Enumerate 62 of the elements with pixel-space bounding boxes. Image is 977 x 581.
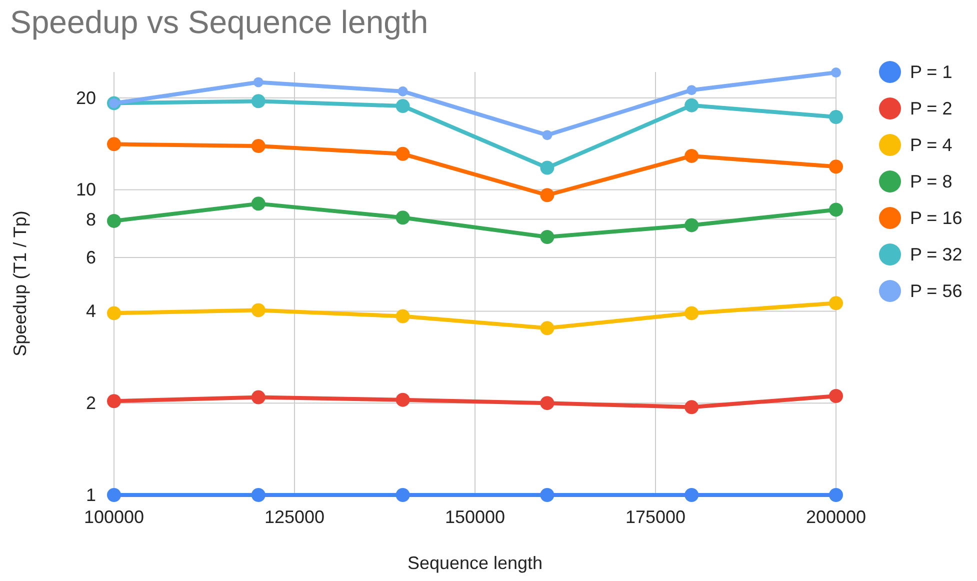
legend-label: P = 16	[910, 208, 962, 228]
point	[540, 188, 554, 202]
y-tick-label: 6	[86, 247, 96, 268]
point	[829, 488, 843, 502]
point	[396, 99, 410, 114]
x-tick-label: 100000	[84, 507, 144, 527]
legend-label: P = 2	[910, 98, 952, 118]
point	[396, 392, 410, 407]
point	[540, 321, 554, 336]
point	[684, 306, 699, 320]
point	[251, 390, 266, 404]
point	[686, 85, 697, 96]
point	[107, 394, 121, 408]
point	[831, 68, 841, 78]
point	[396, 309, 410, 324]
point	[829, 110, 843, 124]
point	[540, 230, 554, 244]
x-tick-label: 175000	[625, 507, 686, 527]
point	[251, 94, 266, 108]
chart-title: Speedup vs Sequence length	[10, 4, 428, 40]
point	[253, 77, 264, 88]
y-tick-label: 1	[86, 485, 96, 505]
y-tick-label: 10	[76, 180, 96, 200]
point	[540, 488, 554, 502]
point	[684, 98, 699, 112]
point	[684, 400, 699, 414]
x-tick-label: 150000	[444, 507, 506, 527]
legend-label: P = 4	[910, 135, 952, 155]
y-tick-label: 8	[86, 209, 96, 230]
point	[398, 86, 408, 96]
y-tick-label: 20	[76, 88, 96, 108]
legend-label: P = 32	[910, 244, 962, 264]
point	[684, 218, 699, 232]
x-axis-title: Sequence length	[407, 553, 543, 573]
point	[107, 306, 121, 320]
point	[540, 396, 554, 410]
point	[251, 303, 266, 318]
point	[540, 160, 554, 175]
y-axis-title: Speedup (T1 / Tp)	[10, 210, 30, 356]
point	[251, 139, 266, 154]
point	[829, 389, 843, 404]
point	[829, 296, 843, 310]
legend-label: P = 1	[910, 62, 952, 82]
point	[396, 146, 410, 161]
point	[684, 148, 699, 163]
point	[829, 160, 843, 174]
x-tick-label: 200000	[806, 507, 866, 527]
legend-label: P = 56	[910, 281, 962, 301]
point	[542, 130, 552, 140]
point	[684, 488, 699, 502]
point	[829, 202, 843, 217]
point	[396, 488, 410, 502]
x-tick-label: 125000	[264, 507, 325, 527]
point	[107, 137, 121, 152]
point	[251, 196, 266, 211]
y-tick-label: 2	[86, 393, 96, 414]
point	[396, 210, 410, 225]
point	[107, 214, 121, 228]
point	[251, 488, 266, 502]
legend-label: P = 8	[910, 172, 952, 192]
y-tick-label: 4	[86, 301, 96, 322]
point	[107, 488, 121, 502]
